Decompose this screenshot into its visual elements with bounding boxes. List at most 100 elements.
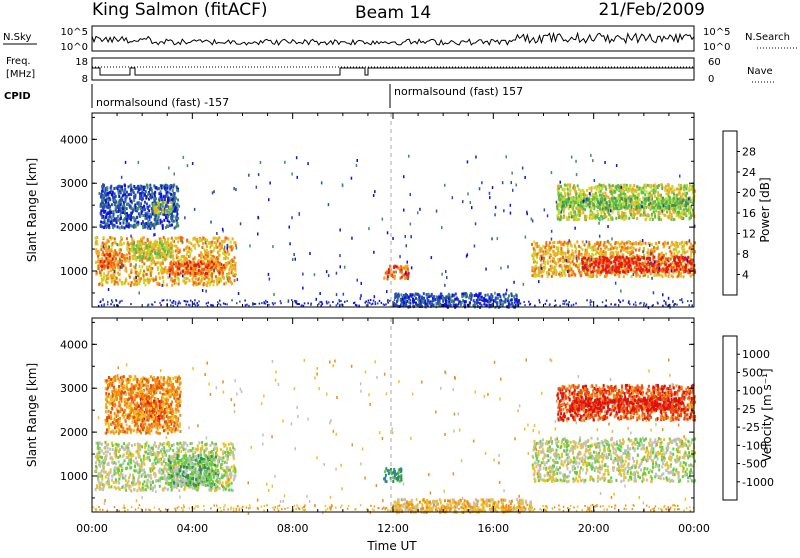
echo-cell (664, 214, 666, 217)
echo-cell (557, 258, 559, 261)
echo-cell (465, 300, 467, 303)
echo-cell (151, 247, 153, 250)
echo-cell (121, 243, 123, 246)
echo-cell (635, 249, 637, 252)
echo-cell (603, 215, 605, 218)
echo-cell (107, 259, 109, 262)
noise-cell (374, 295, 376, 298)
noise-cell (321, 181, 323, 184)
echo-cell (160, 196, 162, 199)
echo-cell (165, 246, 167, 249)
echo-cell (544, 261, 546, 264)
echo-cell (687, 202, 689, 205)
echo-cell (678, 201, 680, 204)
echo-cell (412, 299, 414, 302)
echo-cell (619, 194, 621, 197)
echo-cell (126, 222, 128, 225)
echo-cell (588, 187, 590, 190)
echo-cell (153, 279, 155, 282)
echo-cell (160, 193, 162, 196)
echo-cell (654, 195, 656, 198)
echo-cell (201, 280, 203, 283)
echo-cell (442, 300, 444, 303)
cpid-row: CPID normalsound (fast) -157 normalsound… (4, 84, 523, 109)
echo-cell (111, 248, 113, 251)
echo-cell (664, 189, 666, 192)
echo-cell (101, 257, 103, 260)
echo-cell (169, 211, 171, 214)
echo-cell (202, 242, 204, 245)
echo-cell (556, 215, 558, 218)
echo-cell (567, 250, 569, 253)
noise-cell (183, 156, 185, 159)
echo-cell (606, 264, 608, 267)
noise-cell (108, 288, 110, 291)
echo-cell (631, 275, 633, 278)
echo-cell (116, 217, 118, 220)
echo-cell (193, 282, 195, 285)
echo-cell (119, 243, 121, 246)
noise-cell (256, 186, 258, 189)
echo-cell (154, 243, 156, 246)
echo-cell (445, 300, 447, 303)
echo-cell (661, 269, 663, 272)
noise-cell (489, 196, 491, 199)
nsky-panel: N.Sky 10^5 10^0 10^5 10^0 N.Search (3, 26, 797, 53)
echo-cell (653, 192, 655, 195)
echo-cell (626, 256, 628, 259)
echo-cell (152, 224, 154, 227)
echo-cell (400, 293, 402, 296)
echo-cell (100, 224, 102, 227)
echo-cell (615, 207, 617, 210)
echo-cell (584, 244, 586, 247)
echo-cell (580, 208, 582, 211)
echo-cell (159, 241, 161, 244)
echo-cell (682, 193, 684, 196)
echo-cell (230, 245, 232, 248)
echo-cell (604, 241, 606, 244)
echo-cell (487, 293, 489, 296)
echo-cell (576, 192, 578, 195)
echo-cell (679, 197, 681, 200)
echo-cell (690, 254, 692, 257)
noise-cell (121, 265, 123, 268)
echo-cell (150, 274, 152, 277)
echo-cell (405, 299, 407, 302)
echo-cell (156, 261, 158, 264)
echo-cell (187, 269, 189, 272)
echo-cell (162, 224, 164, 227)
echo-cell (134, 218, 136, 221)
echo-cell (516, 294, 518, 297)
noise-cell (182, 274, 184, 277)
echo-cell (674, 269, 676, 272)
echo-cell (128, 185, 130, 188)
noise-cell (598, 222, 600, 225)
echo-cell (154, 191, 156, 194)
echo-cell (470, 298, 472, 301)
echo-cell (604, 198, 606, 201)
echo-cell (561, 250, 563, 253)
echo-cell (149, 205, 151, 208)
echo-cell (620, 250, 622, 253)
echo-cell (208, 242, 210, 245)
noise-cell (249, 244, 251, 247)
echo-cell (154, 194, 156, 197)
echo-cell (176, 223, 178, 226)
echo-cell (103, 254, 105, 257)
echo-cell (585, 267, 587, 270)
echo-cell (643, 206, 645, 209)
echo-cell (188, 247, 190, 250)
echo-cell (147, 207, 149, 210)
noise-cell (309, 252, 311, 255)
echo-cell (591, 249, 593, 252)
echo-cell (172, 194, 174, 197)
echo-cell (599, 194, 601, 197)
echo-cell (101, 274, 103, 277)
echo-cell (665, 257, 667, 260)
echo-cell (640, 187, 642, 190)
echo-cell (597, 195, 599, 198)
echo-cell (189, 261, 191, 264)
echo-cell (143, 274, 145, 277)
echo-cell (186, 247, 188, 250)
echo-cell (155, 206, 157, 209)
